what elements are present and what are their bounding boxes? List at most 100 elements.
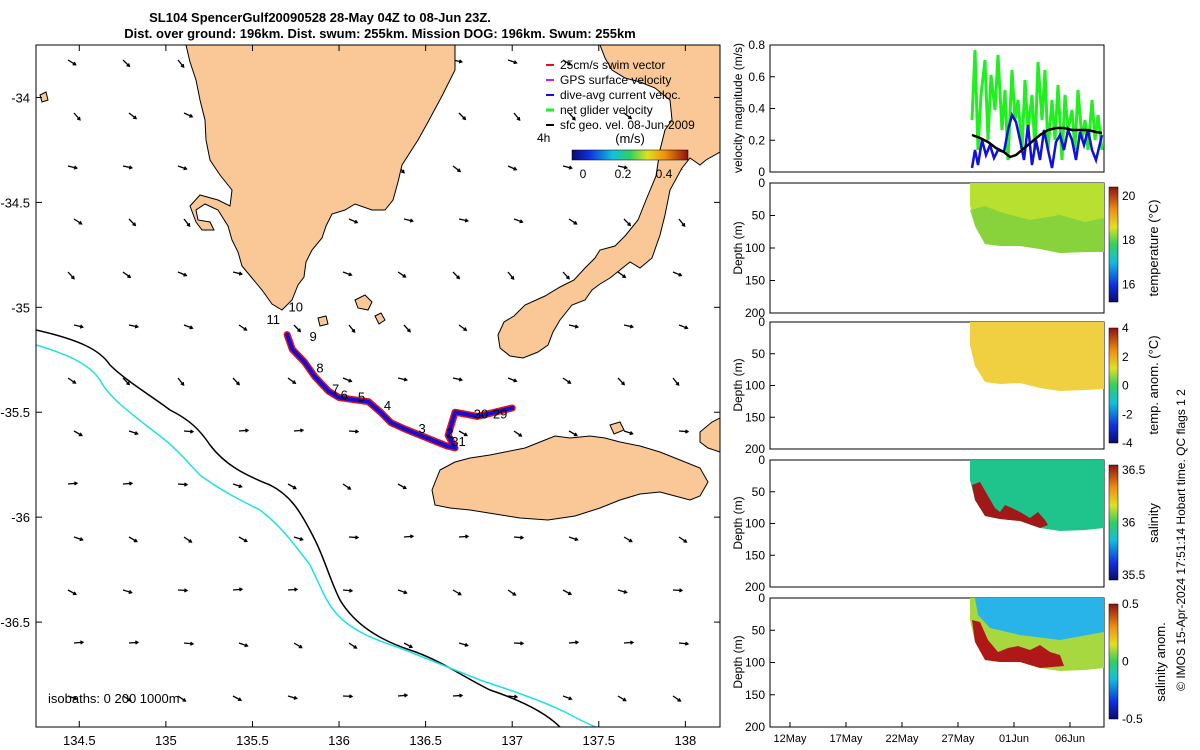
geo-velocity-arrowhead	[403, 693, 409, 698]
geo-velocity-arrowhead	[567, 380, 572, 384]
geo-velocity-arrow	[232, 588, 243, 591]
geo-velocity-arrow	[238, 536, 248, 542]
geo-velocity-arrow	[67, 695, 77, 700]
geo-velocity-arrow	[287, 695, 297, 700]
map-xtick-label: 138	[675, 733, 697, 748]
geo-velocity-arrowhead	[409, 218, 414, 223]
geo-velocity-arrow	[458, 324, 467, 331]
geo-velocity-arrowhead	[236, 381, 240, 386]
geo-velocity-arrow	[568, 218, 577, 225]
geo-velocity-arrowhead	[351, 328, 356, 334]
isobath-1000m	[36, 344, 597, 727]
colorbar-tick-label: 0.5	[1122, 597, 1139, 611]
panel-ytick-label: 0	[758, 315, 765, 329]
geo-velocity-arrowhead	[403, 590, 408, 595]
geo-velocity-arrow	[458, 642, 468, 647]
legend-dive-avg-current: dive-avg current veloc.	[560, 88, 681, 102]
geo-velocity-arrowhead	[685, 429, 690, 434]
geo-velocity-arrow	[623, 218, 631, 226]
panel-ytick-label: 150	[745, 548, 765, 562]
panel-ytick-label: 200	[745, 306, 765, 320]
geo-velocity-arrowhead	[402, 273, 407, 278]
geo-velocity-arrow	[513, 536, 524, 539]
sal-anom-colorbar-label: salinity anom.	[1153, 622, 1168, 701]
geo-velocity-arrowhead	[574, 537, 579, 542]
geo-velocity-arrow	[507, 271, 515, 280]
geo-velocity-arrow	[128, 641, 139, 644]
geo-velocity-arrowhead	[135, 640, 140, 645]
map-ytick-label: -35	[11, 300, 30, 315]
track-day-label: 31	[451, 434, 465, 449]
geo-velocity-arrowhead	[463, 327, 468, 332]
geo-velocity-arrowhead	[133, 115, 138, 120]
geo-velocity-arrow	[507, 589, 516, 596]
geo-velocity-arrow	[348, 430, 359, 433]
colorbar-tick-label: 16	[1122, 277, 1136, 291]
map-xtick-label: 135.5	[236, 733, 269, 748]
geo-velocity-arrow	[122, 695, 132, 702]
panel-ytick-label: 0.8	[748, 38, 765, 52]
temperature-depth-label: Depth (m)	[731, 221, 745, 274]
sal-anom-colorbar	[1108, 603, 1119, 720]
geo-velocity-arrowhead	[456, 275, 461, 280]
land-kangaroo-island	[431, 435, 709, 521]
map-ytick-label: -35.5	[0, 405, 30, 420]
geo-velocity-arrow	[128, 112, 137, 120]
geo-velocity-arrow	[617, 165, 627, 169]
geo-velocity-arrow	[232, 695, 242, 701]
map-xtick-label: 136.5	[409, 733, 442, 748]
geo-velocity-arrow	[568, 324, 578, 328]
temperature-section-cool-patch	[970, 206, 1104, 253]
geo-velocity-arrow	[177, 483, 188, 486]
geo-velocity-arrow	[287, 483, 297, 490]
geo-velocity-arrowhead	[292, 485, 297, 490]
geo-velocity-arrow	[562, 59, 571, 66]
geo-velocity-arrow	[183, 430, 194, 433]
geo-velocity-arrowhead	[463, 432, 468, 437]
map-legend: 25cm/s swim vector GPS surface velocity …	[537, 58, 695, 181]
geo-velocity-arrow	[128, 536, 138, 543]
land-small-islands	[39, 91, 625, 435]
legend-net-glider-velocity: net glider velocity	[560, 103, 653, 117]
sal-anom-depth-label: Depth (m)	[731, 635, 745, 688]
geo-velocity-arrowhead	[189, 429, 195, 434]
geo-velocity-arrow	[177, 165, 187, 170]
map-xtick-label: 136	[328, 733, 350, 748]
geo-velocity-arrowhead	[134, 324, 140, 329]
panel-ytick-label: 50	[752, 209, 766, 223]
geo-velocity-arrow	[458, 535, 469, 538]
geo-velocity-arrow	[452, 377, 462, 381]
time-tick-label: 12May	[773, 733, 807, 745]
temp-anom-section	[970, 322, 1104, 391]
panel-ytick-label: 200	[745, 720, 765, 734]
legend-swim-vector: 25cm/s swim vector	[560, 58, 665, 72]
geo-velocity-arrowhead	[568, 165, 573, 170]
geo-velocity-arrowhead	[349, 694, 354, 699]
geo-velocity-arrow	[73, 218, 82, 225]
geo-velocity-arrow	[128, 430, 138, 435]
temperature-panel: 0 50 100 150 200 16 18 20 Depth (m) temperature…	[731, 176, 1161, 320]
geo-velocity-arrowhead	[298, 644, 303, 649]
geo-velocity-arrow	[73, 430, 83, 437]
geo-velocity-arrow	[293, 642, 303, 649]
geo-velocity-arrow	[513, 430, 522, 437]
colorbar-tick-label: 36	[1122, 516, 1136, 530]
geo-velocity-arrowhead	[457, 591, 462, 596]
colorbar-tick-1: 0.2	[615, 167, 632, 181]
panel-ytick-label: 150	[745, 410, 765, 424]
velocity-axis-ticks: 0 0.2 0.4 0.6 0.8	[748, 38, 775, 179]
panel-ytick-label: 100	[745, 517, 765, 531]
geo-velocity-arrowhead	[458, 59, 464, 64]
geo-velocity-arrow	[672, 377, 680, 386]
geo-velocity-arrowhead	[188, 539, 193, 543]
geo-velocity-arrow	[348, 218, 358, 224]
geo-velocity-arrowhead	[400, 169, 405, 174]
geo-velocity-arrow	[183, 218, 191, 227]
track-day-labels: 11 10 9 87 6 5 4 3 2 30 29 31	[266, 300, 507, 449]
time-tick-label: 27May	[941, 733, 975, 745]
map-ytick-label: -34	[11, 90, 30, 105]
land-yorke-peninsula	[497, 45, 720, 359]
panel-ytick-label: 50	[752, 347, 766, 361]
geo-velocity-arrowhead	[237, 697, 243, 702]
